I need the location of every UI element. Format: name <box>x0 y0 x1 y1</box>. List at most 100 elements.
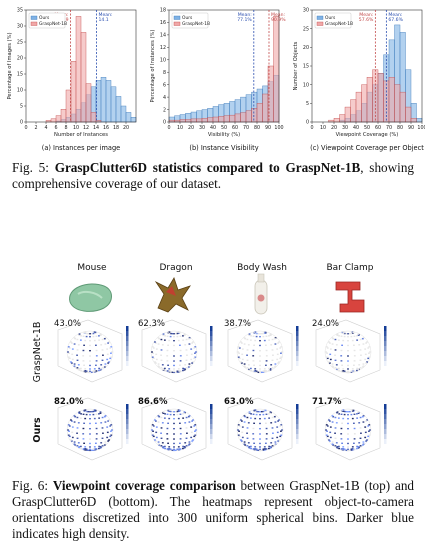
heatmap-bin <box>179 335 182 337</box>
heatmap-bin <box>155 358 158 361</box>
heatmap-bin <box>353 438 356 440</box>
heatmap-bin <box>187 444 190 446</box>
colorbar-step <box>126 419 129 424</box>
y-tick-label: 18 <box>160 8 166 14</box>
heatmap-bin <box>329 348 332 350</box>
heatmap-bin <box>154 420 157 422</box>
histogram-bar <box>405 106 412 123</box>
histogram-bar <box>60 108 67 123</box>
heatmap-bin <box>94 344 97 346</box>
heatmap-bin <box>184 442 187 444</box>
heatmap-bin <box>252 349 255 352</box>
heatmap-bin <box>92 332 95 335</box>
heatmap-bin <box>281 429 283 431</box>
dragon-image <box>154 277 191 313</box>
heatmap-bin <box>90 449 93 452</box>
colorbar-step <box>296 439 299 444</box>
histogram-bar <box>50 118 57 123</box>
heatmap-bin <box>351 410 354 412</box>
heatmap-bin <box>342 409 345 411</box>
heatmap-bin <box>178 364 181 366</box>
heatmap-bin <box>160 432 162 434</box>
heatmap-bin <box>157 443 160 445</box>
heatmap-bin <box>154 362 157 364</box>
heatmap-bin <box>254 368 257 370</box>
colorbar-step <box>210 434 213 439</box>
heatmap-bin <box>83 344 86 346</box>
heatmap-bin <box>243 421 246 423</box>
x-tick-label: 10 <box>320 125 326 131</box>
heatmap-bin <box>279 425 282 427</box>
heatmap-bin <box>190 426 193 428</box>
heatmap-bin <box>82 448 85 450</box>
heatmap-bin <box>243 343 246 345</box>
heatmap-bin <box>92 370 95 372</box>
heatmap-bin <box>362 441 365 443</box>
viewpoint-heatmap: 38.7% <box>224 319 299 383</box>
heatmap-bin <box>191 362 194 364</box>
heatmap-bin <box>348 371 351 374</box>
heatmap-bin <box>87 332 90 335</box>
heatmap-bin <box>253 344 256 346</box>
histogram-bar <box>240 112 247 123</box>
heatmap-bin <box>342 370 345 372</box>
heatmap-bin <box>355 335 358 337</box>
heatmap-bin <box>162 446 165 448</box>
heatmap-bin <box>243 365 246 367</box>
heatmap-bin <box>70 439 72 441</box>
heatmap-bin <box>183 446 186 448</box>
heatmap-bin <box>252 370 255 372</box>
heatmap-bin <box>265 349 268 352</box>
y-tick-label: 15 <box>303 64 309 70</box>
heatmap-bin <box>244 444 247 446</box>
heatmap-bin <box>265 335 268 337</box>
heatmap-bin <box>271 338 274 341</box>
heatmap-bin <box>352 409 355 412</box>
heatmap-bin <box>358 422 361 424</box>
heatmap-bin <box>166 355 169 357</box>
heatmap-bin <box>183 411 186 413</box>
dragon-detail <box>166 286 176 296</box>
colorbar-step <box>210 404 213 409</box>
heatmap-bin <box>341 422 344 424</box>
heatmap-bin <box>274 363 277 365</box>
mean-value: 90.9% <box>271 17 286 23</box>
heatmap-bin <box>345 449 348 452</box>
heatmap-bin <box>356 417 359 419</box>
y-tick-label: 20 <box>303 45 309 51</box>
heatmap-bin <box>276 426 279 428</box>
heatmap-bin <box>185 427 188 429</box>
heatmap-bin <box>110 430 112 432</box>
heatmap-bin <box>342 446 345 448</box>
y-tick-label: 30 <box>17 24 23 30</box>
heatmap-bin <box>351 417 354 420</box>
colorbar-step <box>126 356 129 361</box>
heatmap-bin <box>73 441 76 443</box>
heatmap-bin <box>155 436 158 439</box>
x-tick-label: 70 <box>243 125 249 131</box>
x-tick-label: 10 <box>73 125 79 131</box>
heatmap-bin <box>89 364 91 367</box>
x-tick-label: 8 <box>64 125 67 131</box>
colorbar-step <box>296 331 299 336</box>
heatmap-bin <box>95 349 98 352</box>
heatmap-bin <box>168 448 171 450</box>
heatmap-bin <box>193 347 196 349</box>
heatmap-bin <box>181 413 184 415</box>
histogram-bar <box>229 114 236 123</box>
heatmap-bin <box>348 332 351 335</box>
heatmap-bin <box>177 449 180 451</box>
heatmap-bin <box>193 435 196 438</box>
heatmap-bin <box>365 362 368 364</box>
heatmap-bin <box>240 440 243 442</box>
heatmap-bin <box>356 367 359 370</box>
y-tick-label: 35 <box>17 8 23 14</box>
heatmap-bin <box>277 362 280 364</box>
heatmap-bin <box>347 446 349 448</box>
heatmap-bin <box>173 433 175 435</box>
y-axis-label: Percentage of Images (%) <box>7 32 13 99</box>
heatmap-bin <box>249 417 252 419</box>
object-images <box>69 273 365 315</box>
heatmap-bin <box>89 433 91 435</box>
heatmap-bin <box>347 349 349 352</box>
